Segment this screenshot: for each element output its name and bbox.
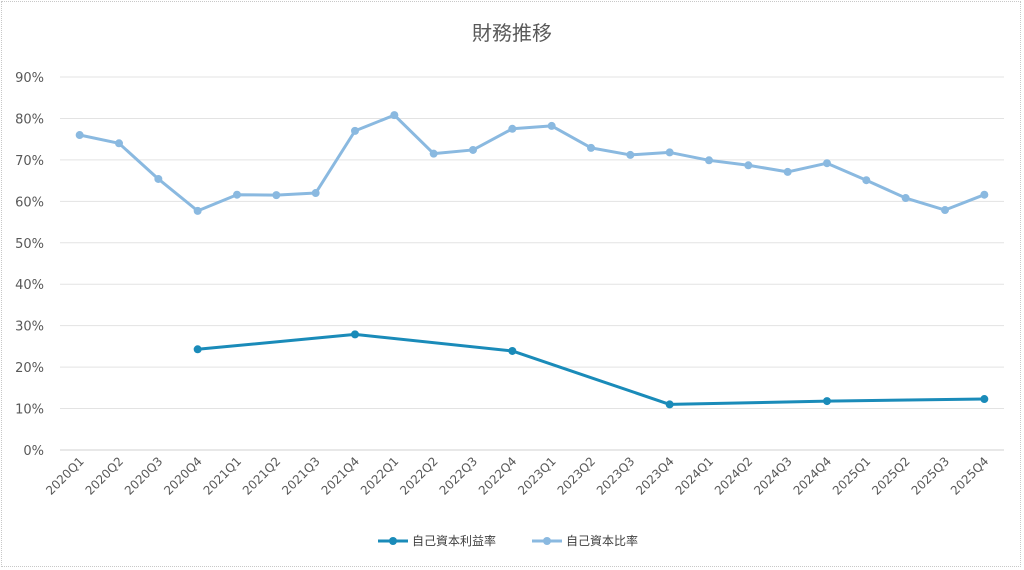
data-point (862, 176, 871, 185)
y-tick-label: 80% (15, 112, 44, 127)
y-tick-label: 20% (15, 361, 44, 376)
data-point (783, 167, 792, 176)
data-point (744, 161, 753, 170)
x-tick-label: 2025Q3 (909, 454, 953, 498)
data-point (980, 395, 989, 404)
y-tick-label: 0% (23, 444, 44, 459)
data-point (823, 159, 831, 168)
x-tick-label: 2025Q2 (869, 454, 913, 498)
legend-swatch-marker (389, 537, 397, 545)
x-tick-label: 2020Q1 (43, 454, 87, 498)
x-tick-label: 2024Q4 (791, 454, 835, 498)
legend-label: 自己資本比率 (566, 533, 638, 548)
y-axis-ticks: 0% 10% 20% 30% 40% 50% 60% 70% 80% 90% (15, 71, 44, 459)
data-point (508, 346, 517, 355)
x-tick-label: 2020Q3 (122, 454, 166, 498)
x-axis-ticks: 2020Q12020Q22020Q32020Q42021Q12021Q22021… (43, 454, 991, 498)
x-tick-label: 2025Q1 (830, 454, 874, 498)
x-tick-label: 2022Q3 (437, 454, 481, 498)
data-point (941, 206, 949, 215)
data-point (233, 190, 241, 199)
data-point (351, 126, 359, 135)
y-tick-label: 50% (15, 237, 44, 252)
data-point (311, 189, 320, 198)
data-point (193, 345, 202, 354)
legend-label: 自己資本利益率 (412, 533, 496, 548)
data-point (351, 330, 359, 339)
data-point (390, 111, 399, 120)
data-point (75, 131, 84, 140)
legend-swatch-marker (543, 537, 551, 545)
y-tick-label: 60% (15, 195, 44, 210)
data-point (115, 139, 123, 148)
data-point (665, 400, 674, 409)
x-tick-label: 2024Q1 (673, 454, 717, 498)
x-tick-label: 2024Q3 (751, 454, 795, 498)
data-point (508, 124, 517, 133)
x-tick-label: 2023Q2 (555, 454, 599, 498)
x-tick-label: 2021Q3 (279, 454, 323, 498)
y-tick-label: 40% (15, 278, 44, 293)
data-point (272, 191, 281, 200)
y-tick-label: 10% (15, 403, 44, 418)
data-point (901, 194, 910, 203)
data-point (154, 174, 163, 183)
x-tick-label: 2022Q2 (397, 454, 441, 498)
y-tick-label: 90% (15, 71, 44, 86)
data-point (469, 145, 477, 154)
x-tick-label: 2020Q4 (161, 454, 205, 498)
x-tick-label: 2021Q1 (201, 454, 245, 498)
x-tick-label: 2023Q4 (633, 454, 677, 498)
y-tick-label: 70% (15, 154, 44, 169)
x-tick-label: 2021Q2 (240, 454, 284, 498)
y-tick-label: 30% (15, 320, 44, 335)
x-tick-label: 2025Q4 (948, 454, 992, 498)
data-point (587, 143, 595, 152)
x-tick-label: 2022Q4 (476, 454, 520, 498)
x-tick-label: 2021Q4 (319, 454, 363, 498)
data-point (193, 206, 202, 215)
legend: 自己資本利益率 自己資本比率 (378, 533, 638, 548)
x-tick-label: 2023Q3 (594, 454, 638, 498)
series-line-1 (196, 332, 986, 406)
data-point (823, 397, 831, 406)
data-point (705, 156, 713, 165)
data-point (547, 121, 556, 130)
series-line-2 (78, 113, 986, 213)
data-point (665, 148, 674, 157)
x-tick-label: 2020Q2 (83, 454, 127, 498)
x-tick-label: 2022Q1 (358, 454, 402, 498)
data-point (429, 149, 438, 158)
x-tick-label: 2024Q2 (712, 454, 756, 498)
data-point (980, 190, 989, 199)
chart-title: 財務推移 (472, 21, 552, 45)
series-group (75, 111, 989, 409)
grid-lines (60, 76, 1004, 451)
data-point (626, 150, 635, 159)
x-tick-label: 2023Q1 (515, 454, 559, 498)
